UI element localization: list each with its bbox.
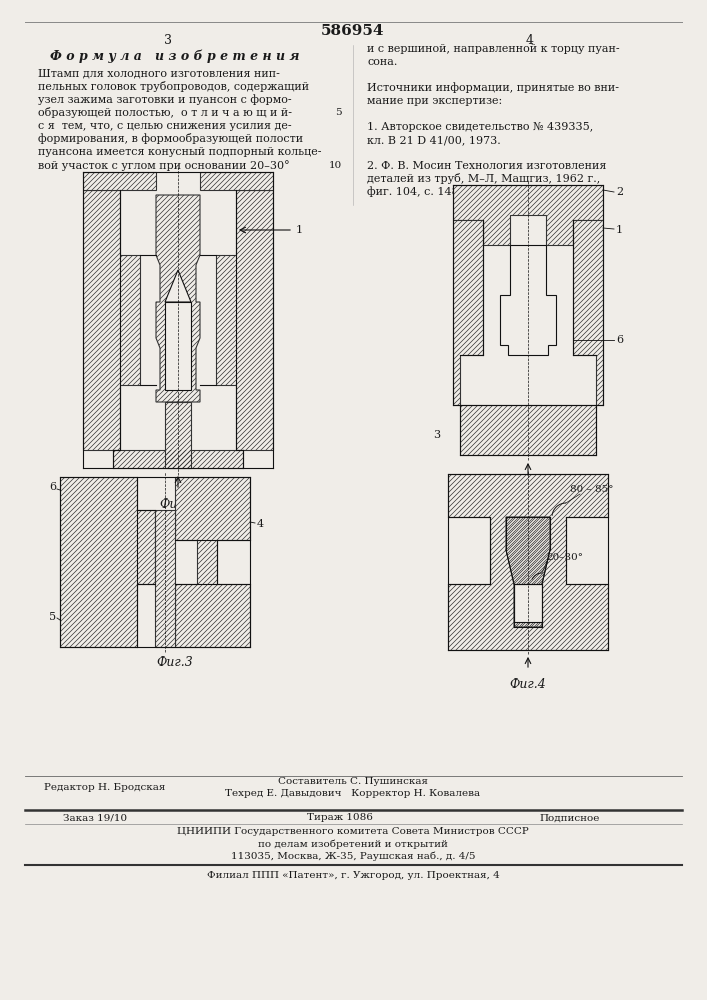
Text: пуансона имеется конусный подпорный кольце-: пуансона имеется конусный подпорный коль…: [38, 147, 322, 157]
Text: 586954: 586954: [321, 24, 385, 38]
Polygon shape: [175, 477, 250, 647]
Text: Тираж 1086: Тираж 1086: [307, 814, 373, 822]
Text: Фиг.4: Фиг.4: [510, 678, 547, 690]
Text: 2. Ф. В. Мосин Технология изготовления: 2. Ф. В. Мосин Технология изготовления: [367, 161, 607, 171]
Text: 5: 5: [49, 612, 57, 622]
Text: фиг. 104, с. 148.: фиг. 104, с. 148.: [367, 187, 462, 197]
Text: Ф о р м у л а   и з о б р е т е н и я: Ф о р м у л а и з о б р е т е н и я: [50, 49, 300, 63]
Text: 10: 10: [329, 161, 342, 170]
Text: Подписное: Подписное: [540, 814, 600, 822]
Text: 4: 4: [526, 33, 534, 46]
Polygon shape: [155, 510, 175, 647]
Polygon shape: [448, 474, 608, 650]
Text: 5: 5: [335, 108, 342, 117]
Text: 1. Авторское свидетельство № 439335,: 1. Авторское свидетельство № 439335,: [367, 122, 593, 132]
Polygon shape: [156, 195, 200, 402]
Text: Техред Е. Давыдович   Корректор Н. Ковалева: Техред Е. Давыдович Корректор Н. Ковалев…: [226, 790, 481, 798]
Text: по делам изобретений и открытий: по делам изобретений и открытий: [258, 839, 448, 849]
Text: Фиг.3: Фиг.3: [157, 656, 194, 668]
Polygon shape: [165, 302, 191, 390]
Polygon shape: [460, 405, 596, 455]
Text: с я  тем, что, с целью снижения усилия де-: с я тем, что, с целью снижения усилия де…: [38, 121, 291, 131]
Text: 2: 2: [616, 187, 623, 197]
Text: и с вершиной, направленной к торцу пуан-: и с вершиной, направленной к торцу пуан-: [367, 44, 619, 54]
Polygon shape: [573, 220, 603, 405]
Polygon shape: [113, 450, 243, 468]
Polygon shape: [506, 517, 550, 627]
Text: ЦНИИПИ Государственного комитета Совета Министров СССР: ЦНИИПИ Государственного комитета Совета …: [177, 828, 529, 836]
Text: 1: 1: [616, 225, 623, 235]
Text: Штамп для холодного изготовления нип-: Штамп для холодного изготовления нип-: [38, 68, 280, 78]
Polygon shape: [60, 477, 155, 647]
Text: вой участок с углом при основании 20–30°: вой участок с углом при основании 20–30°: [38, 160, 290, 171]
Text: 3: 3: [164, 33, 172, 46]
Text: формирования, в формообразующей полости: формирования, в формообразующей полости: [38, 133, 303, 144]
Text: Составитель С. Пушинская: Составитель С. Пушинская: [278, 776, 428, 786]
Text: деталей из труб, М–Л, Машгиз, 1962 г.,: деталей из труб, М–Л, Машгиз, 1962 г.,: [367, 174, 600, 184]
Text: Филиал ППП «Патент», г. Ужгород, ул. Проектная, 4: Филиал ППП «Патент», г. Ужгород, ул. Про…: [206, 871, 499, 880]
Polygon shape: [453, 220, 483, 405]
Polygon shape: [83, 172, 156, 190]
Text: 4: 4: [257, 519, 264, 529]
Polygon shape: [453, 185, 603, 245]
Text: пельных головок трубопроводов, содержащий: пельных головок трубопроводов, содержащи…: [38, 81, 309, 92]
Text: 6: 6: [616, 335, 623, 345]
Text: узел зажима заготовки и пуансон с формо-: узел зажима заготовки и пуансон с формо-: [38, 94, 291, 105]
Text: кл. В 21 D 41/00, 1973.: кл. В 21 D 41/00, 1973.: [367, 135, 501, 145]
Text: образующей полостью,  о т л и ч а ю щ и й-: образующей полостью, о т л и ч а ю щ и й…: [38, 107, 292, 118]
Polygon shape: [500, 245, 556, 355]
Text: 3: 3: [433, 430, 440, 440]
Polygon shape: [514, 584, 542, 622]
Text: Редактор Н. Бродская: Редактор Н. Бродская: [45, 784, 165, 792]
Text: Источники информации, принятые во вни-: Источники информации, принятые во вни-: [367, 83, 619, 93]
Text: мание при экспертизе:: мание при экспертизе:: [367, 96, 502, 106]
Polygon shape: [216, 190, 273, 450]
Text: Фиг.1: Фиг.1: [160, 497, 197, 510]
Polygon shape: [165, 270, 191, 302]
Text: 80 – 85°: 80 – 85°: [570, 486, 614, 494]
Polygon shape: [165, 402, 191, 468]
Text: 6: 6: [49, 482, 57, 492]
Polygon shape: [200, 172, 273, 190]
Text: сона.: сона.: [367, 57, 397, 67]
Polygon shape: [83, 190, 140, 450]
Text: Фиг.2: Фиг.2: [510, 487, 547, 499]
Text: 1: 1: [296, 225, 303, 235]
Text: 20–30°: 20–30°: [546, 552, 583, 562]
Text: Заказ 19/10: Заказ 19/10: [63, 814, 127, 822]
Text: 113035, Москва, Ж-35, Раушская наб., д. 4/5: 113035, Москва, Ж-35, Раушская наб., д. …: [230, 851, 475, 861]
